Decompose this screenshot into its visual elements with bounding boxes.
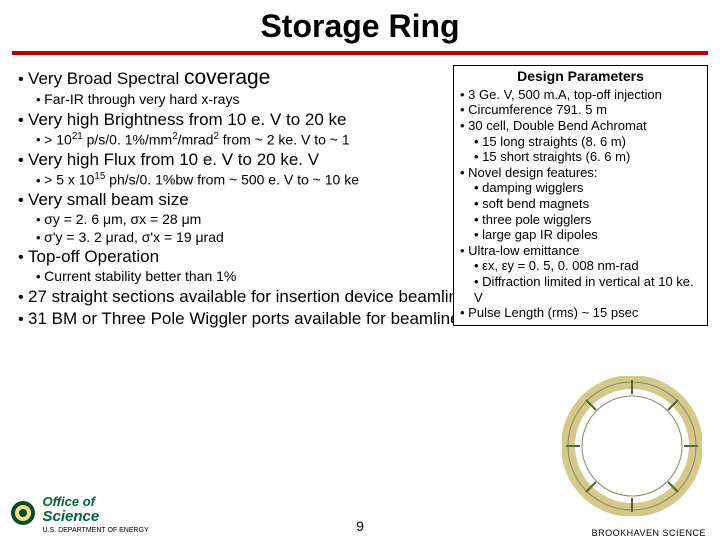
design-subitem: Diffraction limited in vertical at 10 ke… [474, 274, 701, 305]
content-area: Design Parameters 3 Ge. V, 500 m.A, top-… [0, 65, 720, 330]
bullet-text: /mrad [178, 131, 214, 147]
design-item: Circumference 791. 5 m [460, 102, 701, 118]
design-subitem: large gap IR dipoles [474, 227, 701, 243]
bullet-text: p/s/0. 1%/mm [83, 131, 172, 147]
doe-seal-icon [10, 500, 36, 528]
bullet-text: from ~ 2 ke. V to ~ 1 [219, 131, 350, 147]
footer-text-block: Office of Science U.S. DEPARTMENT OF ENE… [43, 495, 149, 534]
design-subitem: soft bend magnets [474, 196, 701, 212]
design-item: 30 cell, Double Bend Achromat [460, 118, 701, 134]
design-heading: Design Parameters [460, 68, 701, 85]
page-number: 9 [356, 518, 364, 534]
design-subitem: damping wigglers [474, 180, 701, 196]
bullet-text: > 10 [44, 131, 72, 147]
superscript: 21 [72, 131, 83, 142]
design-item: 3 Ge. V, 500 m.A, top-off injection [460, 87, 701, 103]
design-subitem: 15 long straights (8. 6 m) [474, 134, 701, 150]
design-item: Ultra-low emittance [460, 243, 701, 259]
superscript: 15 [94, 171, 105, 182]
storage-ring-diagram [562, 376, 702, 516]
design-subitem: three pole wigglers [474, 212, 701, 228]
design-subitem: 15 short straights (6. 6 m) [474, 149, 701, 165]
bullet-text: ph/s/0. 1%bw from ~ 500 e. V to ~ 10 ke [105, 172, 359, 188]
footer-right-label: BROOKHAVEN SCIENCE [592, 528, 706, 538]
ring-svg [562, 376, 702, 516]
design-item: Pulse Length (rms) ~ 15 psec [460, 305, 701, 321]
footer-left: Office of Science U.S. DEPARTMENT OF ENE… [10, 495, 149, 534]
title-underline [12, 51, 708, 55]
design-subitem: εx, εy = 0. 5, 0. 008 nm-rad [474, 258, 701, 274]
bullet-text-large: coverage [184, 66, 270, 89]
design-item: Novel design features: [460, 165, 701, 181]
bullet-text: > 5 x 10 [44, 172, 94, 188]
science-label: Science [43, 508, 100, 525]
slide-title: Storage Ring [0, 0, 720, 51]
doe-label: U.S. DEPARTMENT OF ENERGY [43, 527, 149, 534]
design-parameters-box: Design Parameters 3 Ge. V, 500 m.A, top-… [453, 65, 708, 326]
bullet-text: Very Broad Spectral [28, 69, 184, 88]
